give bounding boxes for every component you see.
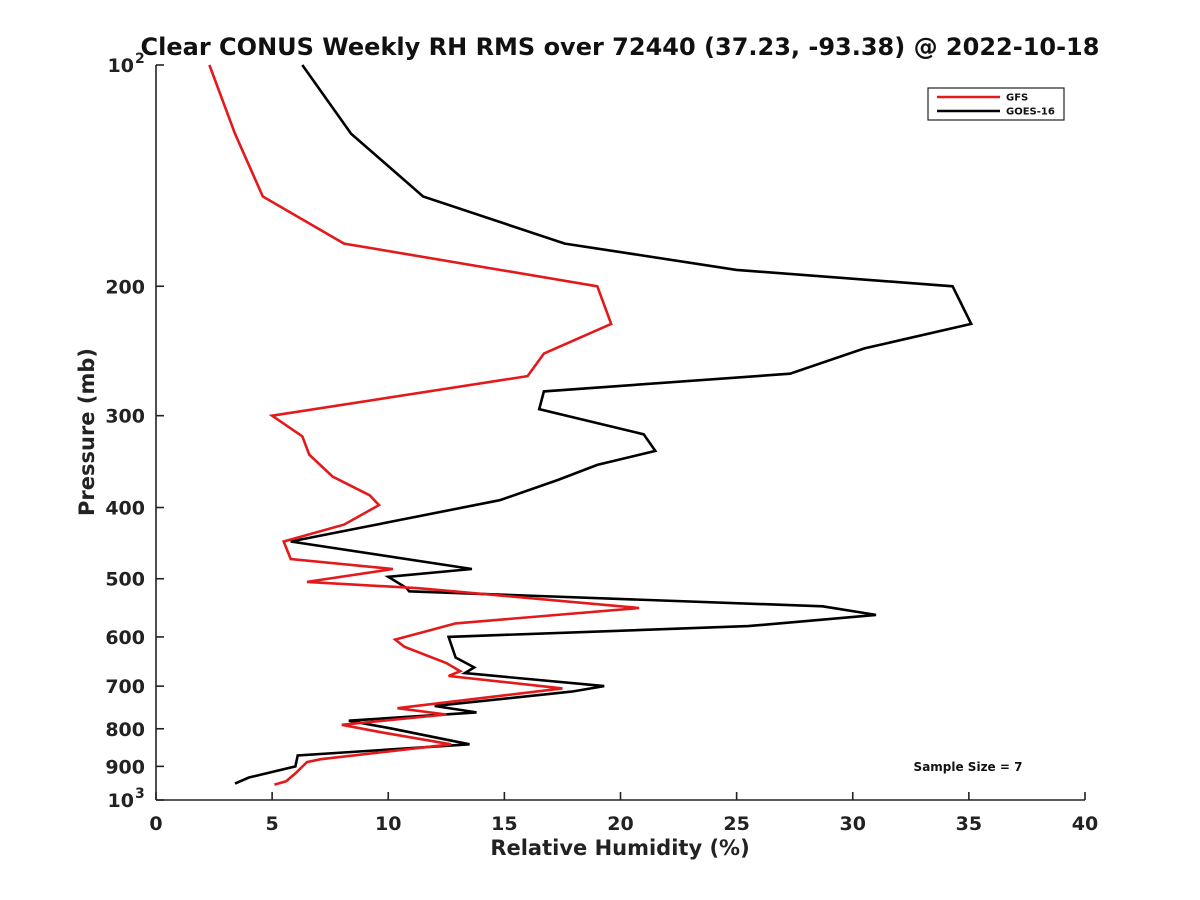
- x-tick-label: 15: [491, 813, 517, 835]
- x-tick-label: 30: [840, 813, 866, 835]
- sample-size-annotation: Sample Size = 7: [914, 760, 1023, 774]
- y-tick-label-exponent: 2: [135, 51, 145, 67]
- y-tick-label: 800: [105, 719, 145, 741]
- legend: GFS GOES-16: [927, 87, 1065, 121]
- y-tick-label-exponent: 3: [135, 786, 145, 802]
- y-tick-label: 10: [108, 790, 134, 812]
- y-tick-label: 900: [105, 756, 145, 778]
- y-axis-label: Pressure (mb): [75, 348, 99, 516]
- x-tick-label: 25: [723, 813, 749, 835]
- y-tick-label: 600: [105, 627, 145, 649]
- x-ticks: 0 5 10 15 20 25 30 35 40: [149, 792, 1098, 835]
- x-tick-label: 0: [149, 813, 162, 835]
- legend-label-goes16: GOES-16: [1006, 107, 1055, 118]
- y-tick-label: 10: [108, 55, 134, 77]
- x-axis-label: Relative Humidity (%): [490, 836, 749, 860]
- y-tick-label: 200: [105, 276, 145, 298]
- series-layer: [208, 64, 974, 786]
- x-tick-label: 10: [375, 813, 401, 835]
- legend-label-gfs: GFS: [1006, 93, 1028, 104]
- legend-box: [927, 87, 1065, 121]
- y-tick-label: 400: [105, 498, 145, 520]
- series-line-goes-16: [234, 64, 974, 785]
- chart-title: Clear CONUS Weekly RH RMS over 72440 (37…: [141, 33, 1100, 61]
- y-tick-label: 700: [105, 676, 145, 698]
- x-tick-label: 20: [607, 813, 633, 835]
- series-line-gfs: [208, 64, 640, 786]
- plot-area: 0 5 10 15 20 25 30 35 40 10 220030040050060070080…: [105, 51, 1098, 835]
- x-tick-label: 35: [956, 813, 982, 835]
- x-tick-label: 40: [1072, 813, 1098, 835]
- y-tick-label: 300: [105, 406, 145, 428]
- x-tick-label: 5: [266, 813, 279, 835]
- y-tick-label: 500: [105, 569, 145, 591]
